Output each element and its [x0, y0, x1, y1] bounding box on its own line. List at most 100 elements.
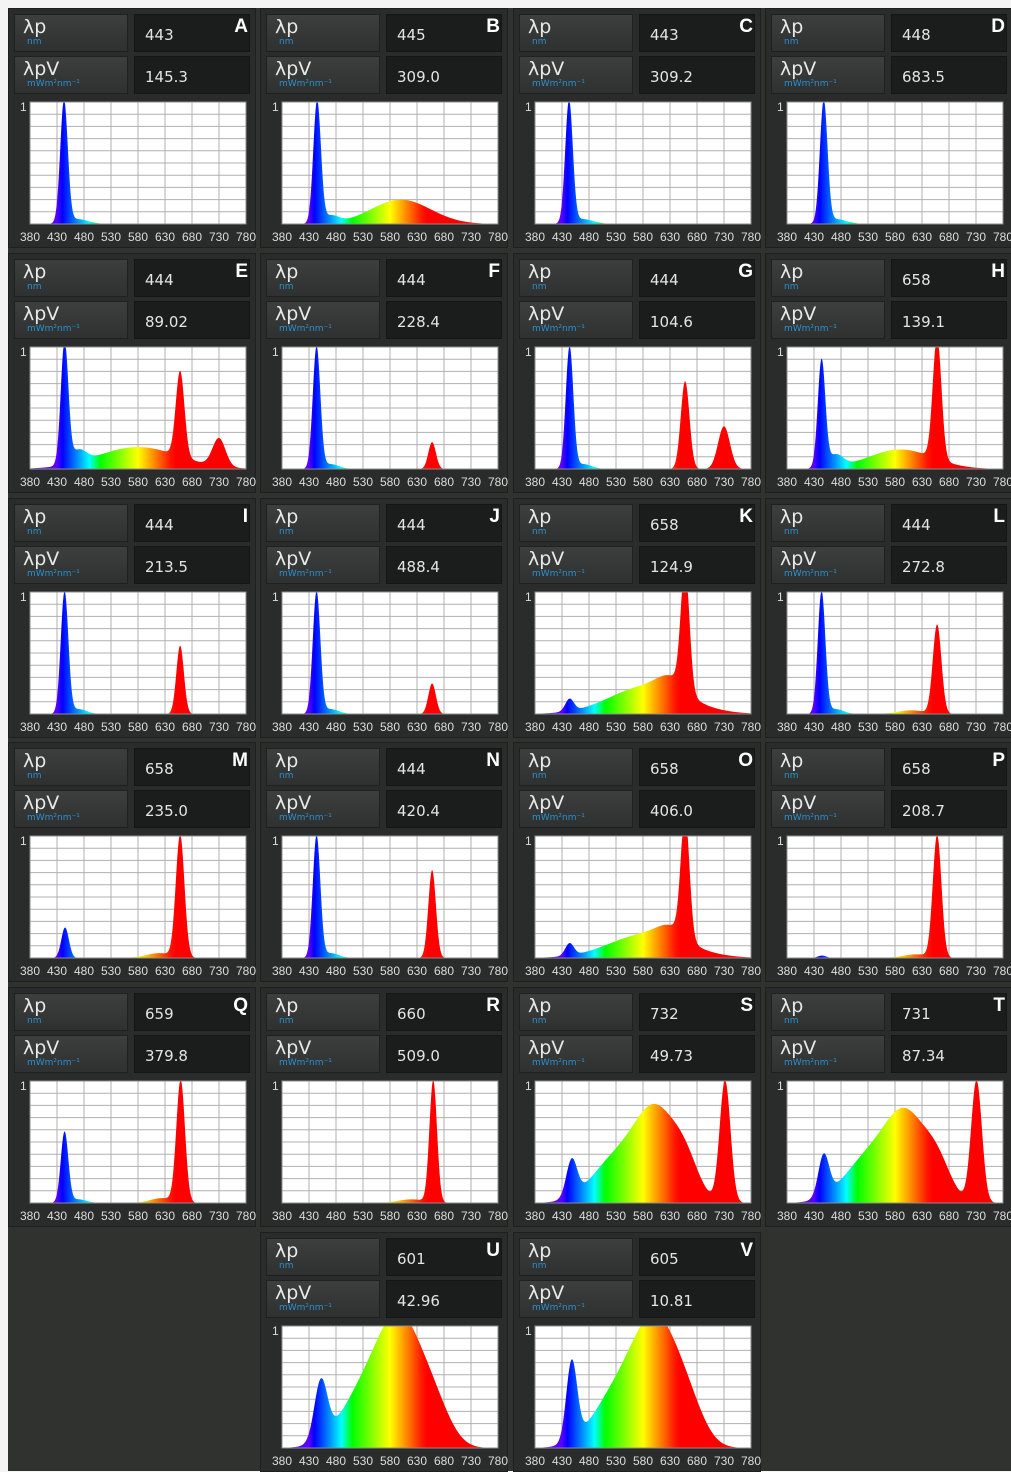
spectrum-panel-h: λp nm 658 λpV mWm²nm⁻¹ 139.1 H 1 380 430 480 530 580…	[765, 253, 1011, 493]
lambda-p-label: λp nm	[519, 504, 633, 542]
lambda-pv-unit: mWm²nm⁻¹	[532, 324, 585, 334]
lambda-p-label: λp nm	[519, 14, 633, 52]
x-tick-label: 530	[101, 720, 121, 734]
x-tick-label: 630	[155, 1209, 175, 1223]
lambda-pv-value-box: 406.0	[639, 790, 755, 828]
lambda-p-label: λp nm	[14, 259, 128, 297]
x-tick-label: 630	[155, 964, 175, 978]
lambda-pv-unit: mWm²nm⁻¹	[532, 569, 585, 579]
lambda-p-symbol: λp	[528, 995, 552, 1017]
lambda-p-value-box: 731	[891, 993, 1007, 1031]
x-tick-label: 780	[236, 720, 256, 734]
lambda-pv-unit: mWm²nm⁻¹	[532, 813, 585, 823]
x-tick-label: 430	[552, 1209, 572, 1223]
x-tick-label: 630	[660, 964, 680, 978]
x-tick-label: 430	[299, 964, 319, 978]
x-tick-label: 630	[912, 230, 932, 244]
x-tick-label: 430	[804, 475, 824, 489]
lambda-pv-unit: mWm²nm⁻¹	[279, 79, 332, 89]
x-tick-label: 680	[434, 230, 454, 244]
panel-letter: S	[740, 995, 753, 1016]
x-tick-label: 730	[209, 720, 229, 734]
x-tick-label: 380	[777, 1209, 797, 1223]
lambda-p-symbol: λp	[23, 16, 47, 38]
lambda-pv-label: λpV mWm²nm⁻¹	[14, 1035, 128, 1073]
x-tick-label: 780	[993, 964, 1011, 978]
x-tick-label: 580	[380, 1454, 400, 1468]
lambda-pv-symbol: λpV	[780, 1037, 817, 1059]
lambda-pv-value: 89.02	[145, 313, 188, 331]
lambda-p-unit: nm	[27, 1016, 42, 1026]
plot-frame	[281, 346, 499, 470]
lambda-p-value-box: 443	[639, 14, 755, 52]
lambda-p-value-box: 601	[386, 1238, 502, 1276]
x-tick-label: 730	[714, 475, 734, 489]
lambda-pv-value-box: 228.4	[386, 301, 502, 339]
lambda-pv-label: λpV mWm²nm⁻¹	[771, 790, 885, 828]
lambda-p-value-box: 448	[891, 14, 1007, 52]
lambda-pv-value-box: 104.6	[639, 301, 755, 339]
x-tick-label: 580	[380, 720, 400, 734]
x-tick-label: 430	[552, 1454, 572, 1468]
lambda-pv-label: λpV mWm²nm⁻¹	[266, 1035, 380, 1073]
lambda-p-symbol: λp	[780, 16, 804, 38]
x-tick-label: 680	[687, 720, 707, 734]
spectrum-panel-d: λp nm 448 λpV mWm²nm⁻¹ 683.5 D 1 380 430 480 530 580…	[765, 8, 1011, 248]
panel-letter: A	[234, 16, 248, 37]
y-tick-label: 1	[525, 1079, 532, 1093]
spectrum-chart: 1 380 430 480 530 580 630 680 730 780	[777, 100, 1011, 244]
x-tick-label: 780	[741, 964, 761, 978]
lambda-p-value: 658	[650, 516, 679, 534]
x-tick-label: 580	[633, 230, 653, 244]
x-tick-label: 680	[182, 475, 202, 489]
x-tick-label: 430	[47, 720, 67, 734]
lambda-pv-value: 683.5	[902, 68, 945, 86]
lambda-p-value: 658	[650, 760, 679, 778]
panel-letter: T	[993, 995, 1005, 1016]
lambda-pv-value-box: 139.1	[891, 301, 1007, 339]
panel-letter: O	[738, 750, 753, 771]
x-tick-label: 730	[966, 964, 986, 978]
lambda-pv-label: λpV mWm²nm⁻¹	[266, 301, 380, 339]
x-tick-label: 530	[353, 1209, 373, 1223]
x-tick-label: 430	[299, 230, 319, 244]
lambda-p-value-box: 444	[386, 748, 502, 786]
lambda-pv-symbol: λpV	[275, 792, 312, 814]
lambda-pv-value-box: 420.4	[386, 790, 502, 828]
lambda-p-value: 444	[397, 760, 426, 778]
lambda-p-value-box: 732	[639, 993, 755, 1031]
lambda-p-symbol: λp	[23, 750, 47, 772]
lambda-pv-value-box: 124.9	[639, 546, 755, 584]
x-tick-label: 630	[407, 475, 427, 489]
x-tick-label: 730	[461, 720, 481, 734]
x-tick-label: 580	[633, 720, 653, 734]
panel-letter: D	[991, 16, 1005, 37]
spectrum-panel-q: λp nm 659 λpV mWm²nm⁻¹ 379.8 Q 1 380 430 480 530 580…	[8, 987, 256, 1227]
x-tick-label: 630	[155, 475, 175, 489]
lambda-pv-value: 379.8	[145, 1047, 188, 1065]
plot-frame	[786, 591, 1004, 715]
lambda-pv-label: λpV mWm²nm⁻¹	[14, 56, 128, 94]
spectrum-series	[787, 1081, 1003, 1203]
lambda-p-symbol: λp	[528, 261, 552, 283]
x-tick-label: 480	[326, 475, 346, 489]
lambda-p-value: 605	[650, 1250, 679, 1268]
lambda-pv-unit: mWm²nm⁻¹	[532, 79, 585, 89]
x-tick-label: 630	[407, 720, 427, 734]
lambda-pv-unit: mWm²nm⁻¹	[279, 324, 332, 334]
x-tick-label: 480	[831, 720, 851, 734]
x-tick-label: 730	[461, 1209, 481, 1223]
lambda-pv-symbol: λpV	[528, 1037, 565, 1059]
x-tick-label: 380	[272, 964, 292, 978]
plot-frame	[534, 835, 752, 959]
x-tick-label: 530	[606, 230, 626, 244]
x-tick-label: 680	[434, 720, 454, 734]
plot-frame	[786, 101, 1004, 225]
x-tick-label: 730	[714, 964, 734, 978]
x-tick-label: 580	[128, 720, 148, 734]
lambda-p-symbol: λp	[23, 995, 47, 1017]
plot-frame	[281, 1080, 499, 1204]
lambda-p-unit: nm	[27, 527, 42, 537]
lambda-p-value-box: 444	[386, 259, 502, 297]
x-tick-label: 430	[552, 964, 572, 978]
